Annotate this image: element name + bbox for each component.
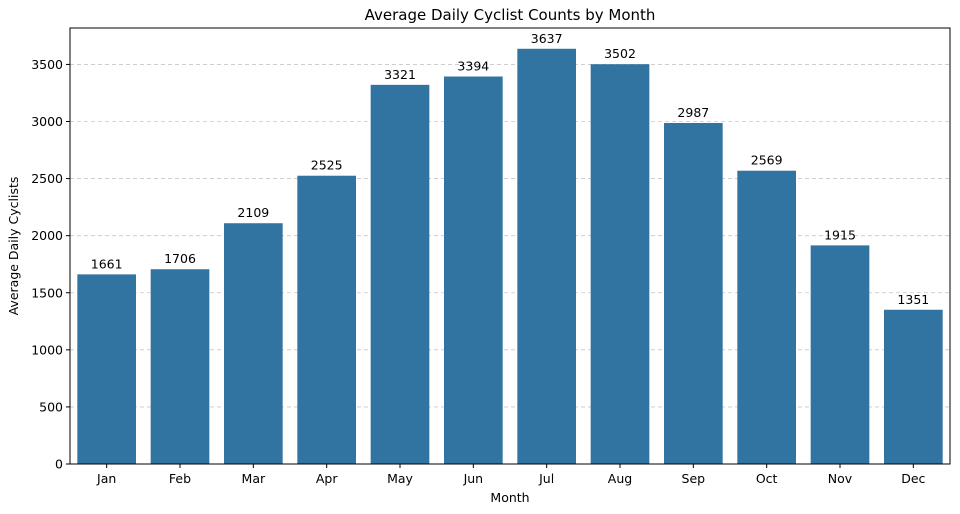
x-tick-label-feb: Feb (169, 471, 191, 486)
data-label-oct: 2569 (751, 153, 783, 168)
bars-layer (77, 48, 943, 465)
x-tick-label-jan: Jan (96, 471, 116, 486)
plot-frame (69, 27, 951, 465)
data-label-jul: 3637 (531, 31, 563, 46)
x-tick-label-jun: Jun (463, 471, 484, 486)
y-tick-label: 3500 (31, 57, 63, 72)
x-tick-label-jul: Jul (538, 471, 554, 486)
data-label-may: 3321 (384, 67, 416, 82)
data-label-jun: 3394 (457, 59, 489, 74)
data-label-aug: 3502 (604, 46, 636, 61)
y-tick-label: 0 (55, 457, 63, 472)
x-tick-label-mar: Mar (242, 471, 266, 486)
x-tick-label-apr: Apr (316, 471, 338, 486)
x-axis: Jan Feb Mar Apr May Jun Jul Aug Sep Oct Nov Dec (96, 464, 926, 486)
bar-dec (884, 309, 943, 464)
bar-apr (297, 175, 356, 464)
y-axis: 0 500 1000 1500 2000 2500 3000 3500 (31, 57, 70, 472)
bar-jul (517, 48, 576, 465)
bar-feb (150, 269, 210, 464)
x-tick-label-oct: Oct (756, 471, 778, 486)
y-tick-label: 1500 (31, 285, 63, 300)
data-label-jan: 1661 (91, 256, 123, 271)
x-tick-label-aug: Aug (608, 471, 632, 486)
bar-aug (590, 64, 650, 465)
x-tick-label-dec: Dec (901, 471, 925, 486)
bar-sep (664, 122, 723, 465)
y-tick-label: 2500 (31, 171, 63, 186)
bar-mar (224, 223, 283, 464)
y-axis-label: Average Daily Cyclists (6, 177, 21, 316)
chart-title: Average Daily Cyclist Counts by Month (365, 6, 656, 24)
x-axis-label: Month (490, 490, 529, 505)
x-tick-label-sep: Sep (682, 471, 706, 486)
bar-oct (737, 170, 796, 464)
bar-jun (444, 76, 503, 464)
bar-nov (810, 245, 870, 464)
y-tick-label: 500 (39, 399, 63, 414)
data-label-nov: 1915 (824, 227, 856, 242)
bar-may (370, 84, 430, 464)
x-tick-label-may: May (387, 471, 413, 486)
data-labels-layer: 1661 1706 2109 2525 3321 3394 3637 3502 2987 2569… (91, 31, 929, 307)
bar-jan (77, 274, 136, 464)
y-tick-label: 2000 (31, 228, 63, 243)
data-label-sep: 2987 (677, 105, 709, 120)
x-tick-label-nov: Nov (828, 471, 853, 486)
y-tick-label: 3000 (31, 114, 63, 129)
data-label-apr: 2525 (311, 158, 343, 173)
data-label-mar: 2109 (237, 205, 269, 220)
y-tick-label: 1000 (31, 342, 63, 357)
data-label-feb: 1706 (164, 251, 196, 266)
data-label-dec: 1351 (897, 292, 929, 307)
